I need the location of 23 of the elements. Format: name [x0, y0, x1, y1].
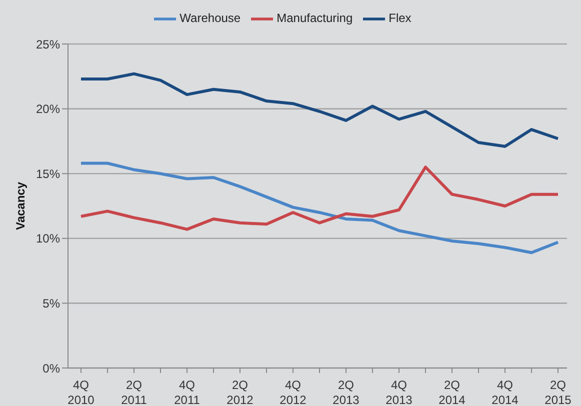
- y-tick-label: 20%: [36, 102, 60, 116]
- y-tick-label: 10%: [36, 232, 60, 246]
- y-tick-label: 25%: [36, 37, 60, 52]
- x-tick-label: 2Q 2011: [121, 378, 148, 406]
- x-tick-label: 4Q 2010: [68, 378, 95, 406]
- line-series: [80, 72, 560, 148]
- y-tick-label: 15%: [36, 166, 60, 181]
- x-tick-label: 2Q 2014: [438, 378, 466, 406]
- x-tick-label: 2Q 2015: [544, 378, 572, 406]
- legend-label: Manufacturing: [276, 11, 353, 26]
- y-tick-label: 0%: [42, 361, 60, 376]
- line-series: [80, 166, 560, 231]
- x-tick-label: 4Q 2014: [492, 378, 519, 406]
- x-tick-label: 2Q 2013: [332, 378, 360, 406]
- line-series: [80, 162, 560, 254]
- legend-label: Flex: [388, 11, 412, 26]
- legend-label: Warehouse: [180, 11, 241, 26]
- x-tick-label: 4Q 2012: [280, 378, 307, 406]
- y-tick-label: 5%: [42, 296, 60, 310]
- x-tick-label: 4Q 2011: [174, 378, 200, 406]
- x-tick-label: 4Q 2013: [386, 378, 413, 406]
- x-tick-label: 2Q 2012: [226, 378, 254, 406]
- y-axis-title: Vacancy: [13, 182, 28, 230]
